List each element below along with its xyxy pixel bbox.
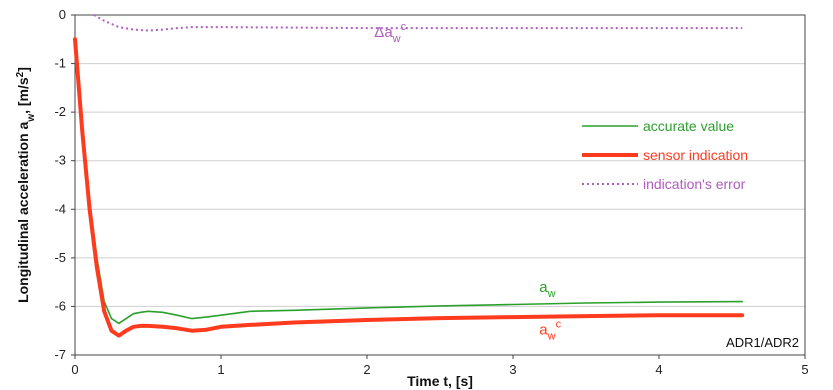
legend-label: sensor indication <box>643 147 748 163</box>
x-tick-label: 0 <box>71 362 78 377</box>
series-line <box>73 37 745 338</box>
y-tick-label: -2 <box>54 104 66 119</box>
corner-label: ADR1/ADR2 <box>726 335 799 350</box>
y-axis-title-tail: , [m/s <box>15 77 31 114</box>
legend-label: indication's error <box>643 176 746 192</box>
legend-label: accurate value <box>643 118 734 134</box>
x-axis-ticks: 0 1 2 3 4 5 <box>71 355 809 377</box>
x-tick-label: 1 <box>217 362 224 377</box>
series-annotation: aw <box>539 279 555 300</box>
x-tick-label: 2 <box>363 362 370 377</box>
series-line <box>93 14 743 32</box>
x-tick-label: 3 <box>509 362 516 377</box>
y-tick-label: -1 <box>54 56 66 71</box>
y-tick-label: 0 <box>59 7 66 22</box>
series-annotation: Δawc <box>374 21 406 45</box>
series-annotation: awc <box>539 319 561 343</box>
y-axis-title-sup: 2 <box>15 71 26 77</box>
y-tick-label: -4 <box>54 201 66 216</box>
y-axis-title-sub: w <box>26 114 37 123</box>
y-axis-title: Longitudinal acceleration aw, [m/s2] <box>15 67 37 303</box>
x-axis-title: Time t, [s] <box>407 373 473 389</box>
y-tick-label: -5 <box>54 250 66 265</box>
y-axis-title-main: Longitudinal acceleration a <box>15 121 31 302</box>
legend: accurate value sensor indication indicatio… <box>582 118 748 192</box>
annotations: Δawc aw awc <box>374 21 561 343</box>
x-tick-label: 5 <box>801 362 808 377</box>
y-axis-ticks: 0 -1 -2 -3 -4 -5 -6 -7 <box>54 7 75 362</box>
plot-area <box>74 14 806 356</box>
y-axis-title-end: ] <box>15 67 31 72</box>
y-tick-label: -3 <box>54 153 66 168</box>
y-tick-label: -6 <box>54 298 66 313</box>
series-layer <box>73 14 745 338</box>
x-tick-label: 4 <box>655 362 662 377</box>
y-tick-label: -7 <box>54 347 66 362</box>
